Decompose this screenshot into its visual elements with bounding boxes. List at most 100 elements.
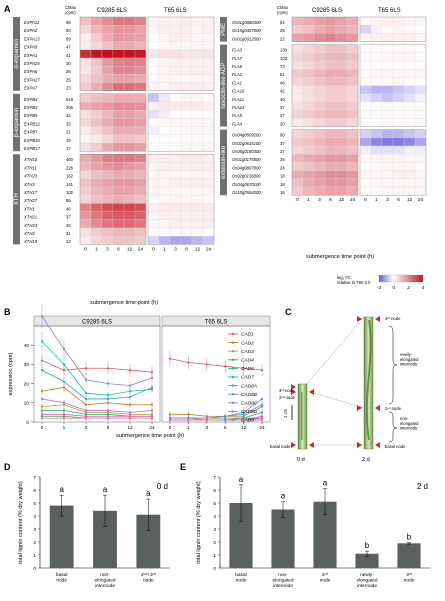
data-point — [128, 403, 132, 406]
heat-cell — [313, 52, 326, 62]
heat-cell — [381, 178, 394, 188]
heat-cell — [403, 33, 416, 42]
heat-cell — [335, 154, 348, 163]
legend-tick: 4 — [422, 285, 425, 291]
heat-cell — [414, 69, 427, 78]
heat-cell — [291, 33, 304, 42]
heat-cell — [158, 49, 171, 59]
heat-cell — [79, 33, 92, 42]
heat-cell — [403, 44, 416, 53]
data-point — [260, 369, 264, 372]
heat-cell — [112, 57, 125, 67]
heat-cell — [180, 162, 193, 171]
heat-cell — [370, 25, 383, 34]
gene-label: EXPA6 — [24, 69, 38, 74]
heat-cell — [158, 154, 171, 163]
heat-cell — [79, 66, 92, 75]
heat-cell — [202, 66, 215, 75]
heat-cell — [112, 118, 125, 127]
time-tick: 12 — [407, 197, 413, 203]
col-header-c9285-left: C9285 6LS — [97, 8, 127, 14]
heat-cell — [79, 74, 92, 83]
heat-cell — [414, 154, 427, 163]
heat-cell — [302, 186, 315, 196]
heat-cell — [403, 16, 416, 26]
heat-cell — [191, 41, 204, 50]
heat-cell — [112, 16, 125, 26]
heat-cell — [134, 110, 147, 119]
category-label: 2ⁿᵈ node — [320, 572, 331, 584]
node-markers — [291, 316, 380, 448]
heatmap-left-block: EXPA11 96 EXPA2 90 EXPA13 69 EXPA5 47 EXPA1 41 EXP… — [13, 16, 215, 252]
heat-cell — [134, 41, 147, 50]
data-point — [106, 397, 110, 401]
data-point — [224, 415, 227, 418]
time-tick: 0 — [296, 197, 299, 203]
y-tick-label: 0 — [213, 566, 216, 572]
heat-cell — [202, 16, 215, 26]
heat-cell — [414, 60, 427, 70]
heat-cell — [101, 170, 114, 179]
label-2nd-node-2d: 2ⁿᵈ node — [385, 406, 402, 411]
heat-cell — [101, 16, 114, 26]
y-tick-label: 4 — [33, 514, 36, 520]
heat-cell — [90, 186, 103, 196]
y-tick-label: 30 — [24, 362, 30, 368]
heat-cell — [147, 49, 160, 59]
data-point — [260, 397, 264, 401]
node-marker — [291, 389, 296, 395]
heat-cell — [147, 134, 160, 144]
x-axis-label: submergence time point (h) — [116, 433, 184, 439]
heat-cell — [202, 195, 215, 204]
heat-cell — [180, 219, 193, 229]
heat-cell — [324, 145, 337, 155]
data-point — [62, 417, 66, 420]
heat-cell — [169, 82, 182, 91]
heatmap-left-xlabel: submergence time point (h) — [90, 300, 158, 306]
heat-cell — [291, 52, 304, 62]
heat-cell — [324, 77, 337, 86]
heat-cell — [335, 77, 348, 86]
heat-cell — [291, 129, 304, 138]
heat-cell — [112, 41, 125, 50]
legend-swatch-dot — [231, 401, 235, 404]
heat-cell — [158, 203, 171, 212]
heat-cell — [191, 227, 204, 237]
heat-cell — [90, 16, 103, 26]
heat-cell — [324, 101, 337, 111]
heat-cell — [291, 118, 304, 127]
heat-cell — [370, 44, 383, 53]
heat-cell — [147, 186, 160, 196]
heat-cell — [90, 93, 103, 103]
cmax-value: 40 — [280, 97, 285, 102]
gene-label: FLA16 — [232, 89, 245, 94]
group-bar — [13, 17, 20, 91]
heat-cell — [123, 126, 136, 135]
heat-cell — [158, 195, 171, 204]
heat-cell — [180, 134, 193, 144]
group-bar — [220, 44, 227, 127]
legend-swatch-dot — [231, 332, 235, 336]
heat-cell — [359, 69, 372, 78]
heat-cell — [381, 137, 394, 147]
heat-cell — [90, 25, 103, 34]
data-point — [40, 413, 44, 416]
heat-cell — [112, 178, 125, 188]
heat-cell — [90, 33, 103, 42]
heat-cell — [147, 57, 160, 67]
heat-cell — [180, 33, 193, 42]
heat-cell — [313, 101, 326, 111]
heat-cell — [313, 170, 326, 179]
heat-cell — [359, 170, 372, 179]
group-label: fasciclin-like AGP — [221, 62, 227, 108]
time-tick: 12 — [127, 246, 133, 252]
heat-cell — [302, 170, 315, 179]
heat-cell — [324, 186, 337, 196]
data-point — [150, 376, 154, 379]
heat-cell — [101, 211, 114, 220]
cmax-value: 37 — [280, 105, 285, 110]
heat-cell — [147, 195, 160, 204]
heat-cell — [403, 25, 416, 34]
heat-cell — [403, 69, 416, 78]
